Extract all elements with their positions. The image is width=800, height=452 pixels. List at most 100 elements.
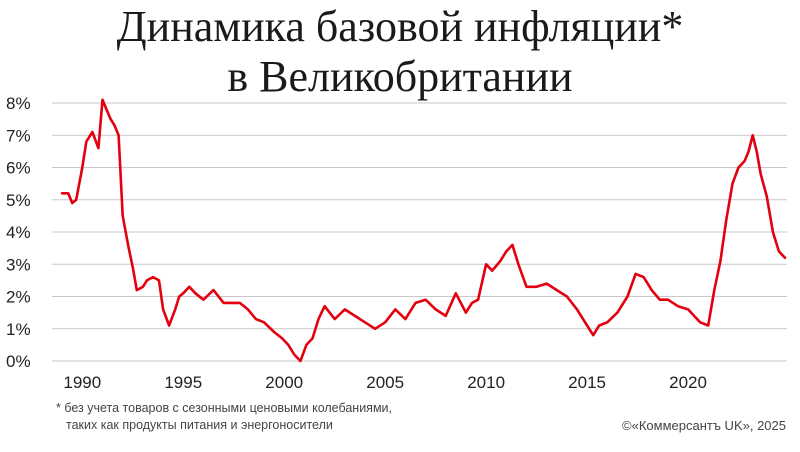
source-credit: ©«Коммерсантъ UK», 2025 <box>622 418 786 433</box>
data-point <box>545 282 548 285</box>
data-point <box>414 302 417 304</box>
data-point <box>743 160 746 162</box>
data-point <box>677 305 679 308</box>
data-point <box>333 318 336 320</box>
data-point <box>127 247 130 250</box>
chart-title-line-2: в Великобритании <box>227 52 573 101</box>
data-point <box>121 215 124 217</box>
data-point <box>471 302 473 304</box>
x-tick-label: 2015 <box>568 373 606 392</box>
data-point <box>364 321 366 324</box>
x-tick-label: 2000 <box>265 373 303 392</box>
data-point <box>465 311 467 314</box>
data-point <box>454 292 457 295</box>
y-tick-label: 4% <box>6 223 31 242</box>
data-point <box>135 289 138 291</box>
footnote: * без учета товаров с сезонными ценовыми… <box>56 400 392 434</box>
data-point <box>759 173 762 175</box>
y-tick-label: 7% <box>6 126 31 145</box>
y-tick-label: 5% <box>6 191 31 210</box>
data-point <box>626 295 629 298</box>
data-point <box>323 305 326 308</box>
data-point <box>384 321 387 324</box>
data-point <box>354 315 356 317</box>
data-point <box>491 269 494 272</box>
data-point <box>293 353 296 356</box>
series-line-0 <box>60 98 787 363</box>
data-point <box>255 318 257 320</box>
data-point <box>247 308 249 311</box>
data-point <box>434 308 437 311</box>
y-tick-label: 6% <box>6 159 31 178</box>
data-point <box>505 250 508 253</box>
data-point <box>188 285 191 288</box>
data-point <box>731 182 734 185</box>
data-point <box>616 311 619 314</box>
data-point <box>152 276 154 278</box>
data-point <box>178 295 181 298</box>
footnote-line-1: * без учета товаров с сезонными ценовыми… <box>56 401 393 415</box>
y-axis-ticks: 0% 1% 2% 3% 4% 5% 6% 7% 8% <box>6 94 31 371</box>
data-point <box>658 298 661 301</box>
data-point <box>305 344 308 346</box>
data-point <box>535 285 538 288</box>
data-point <box>263 321 265 324</box>
data-point <box>317 318 320 320</box>
x-tick-label: 2020 <box>669 373 707 392</box>
series-group <box>60 98 787 363</box>
data-point <box>772 231 774 233</box>
data-point <box>699 321 702 324</box>
data-point <box>576 308 578 311</box>
data-point <box>566 295 568 298</box>
grid-lines <box>52 102 787 362</box>
data-point <box>747 150 750 153</box>
data-point <box>650 289 653 291</box>
y-tick-label: 3% <box>6 255 31 274</box>
data-point <box>101 98 104 101</box>
data-point <box>117 134 120 137</box>
data-point <box>592 334 595 337</box>
data-point <box>634 273 637 275</box>
chart-title: Динамика базовой инфляции* в Великобрита… <box>0 2 800 102</box>
data-point <box>394 308 397 311</box>
data-point <box>374 327 376 330</box>
x-tick-label: 2005 <box>366 373 404 392</box>
data-point <box>230 302 233 304</box>
data-point <box>113 124 116 127</box>
y-tick-label: 1% <box>6 320 31 339</box>
data-point <box>142 285 144 288</box>
data-point <box>499 260 502 262</box>
data-point <box>485 263 487 266</box>
x-tick-label: 1990 <box>63 373 101 392</box>
data-point <box>477 298 479 301</box>
data-point <box>212 289 215 291</box>
data-point <box>281 337 284 340</box>
x-axis-ticks: 1990 1995 2000 2005 2010 2015 2020 <box>63 373 707 392</box>
data-point <box>511 244 514 246</box>
data-point <box>273 331 275 333</box>
data-point <box>404 318 407 320</box>
data-point <box>202 298 205 301</box>
data-point <box>719 260 722 262</box>
y-tick-label: 2% <box>6 288 31 307</box>
data-point <box>71 202 74 204</box>
data-point <box>158 279 160 282</box>
data-point <box>182 292 185 295</box>
footnote-line-2: таких как продукты питания и энергоносит… <box>66 418 333 432</box>
data-point <box>586 324 588 327</box>
data-point <box>343 308 346 311</box>
x-tick-label: 2010 <box>467 373 505 392</box>
data-point <box>131 266 134 269</box>
data-point <box>755 150 758 153</box>
data-point <box>91 131 94 133</box>
chart-title-line-1: Динамика базовой инфляции* <box>116 2 684 51</box>
data-point <box>194 292 197 295</box>
data-point <box>97 147 100 150</box>
data-point <box>168 324 171 327</box>
data-point <box>737 166 740 169</box>
data-point <box>444 315 447 317</box>
data-point <box>162 308 165 311</box>
data-point <box>238 302 241 304</box>
y-tick-label: 0% <box>6 352 31 371</box>
data-point <box>606 321 609 324</box>
